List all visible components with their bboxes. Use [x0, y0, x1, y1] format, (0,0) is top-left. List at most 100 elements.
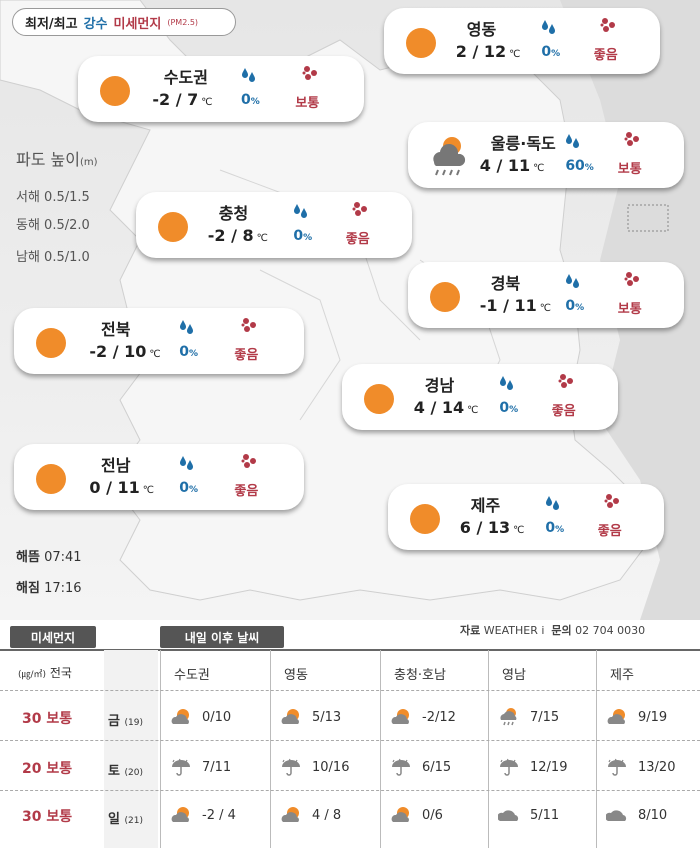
- forecast-temp: -2/12: [422, 710, 456, 725]
- region-card: 전남 0 / 11 ℃ 0% 좋음: [14, 444, 304, 510]
- dust-unit-header: (㎍/㎥) 전국: [18, 666, 72, 680]
- partly-cloudy-icon: [280, 806, 302, 824]
- legend-rain: 강수: [83, 16, 108, 32]
- row-divider: [0, 740, 700, 741]
- cloud-rain-sun-icon: [428, 134, 468, 178]
- dust-dots-icon: [623, 130, 641, 148]
- dust-dots-icon: [301, 64, 319, 82]
- region-temps: -2 / 7 ℃: [152, 90, 213, 109]
- sun-icon: [100, 76, 130, 106]
- region-column-header: 영동: [284, 668, 308, 683]
- day-column: [104, 650, 158, 848]
- forecast-temp: 5/13: [312, 710, 342, 725]
- dust-level: 보통: [617, 162, 642, 177]
- nation-dust-value: 20 보통: [22, 761, 73, 777]
- dust-level: 좋음: [345, 232, 370, 247]
- region-name: 경북: [490, 274, 521, 293]
- weather-map: 최저/최고 강수 미세먼지 (PM2.5) 파도 높이(m) 서해 0.5/1.…: [0, 0, 700, 620]
- rain-chance: 0%: [179, 344, 199, 360]
- partly-cloudy-icon: [390, 806, 412, 824]
- region-name: 전북: [101, 320, 131, 339]
- rain-chance: 0%: [241, 92, 260, 108]
- region-column-header: 충청·호남: [394, 668, 446, 683]
- sun-icon: [406, 28, 436, 58]
- region-name: 충청: [218, 204, 249, 223]
- day-label: 일 (21): [108, 812, 143, 827]
- region-card: 수도권 -2 / 7 ℃ 0% 보통: [78, 56, 364, 122]
- region-card: 충청 -2 / 8 ℃ 0% 좋음: [136, 192, 412, 258]
- legend-pm: (PM2.5): [167, 17, 199, 27]
- region-name: 수도권: [163, 68, 208, 87]
- dust-level: 좋음: [597, 524, 622, 539]
- partly-cloudy-icon: [170, 708, 192, 726]
- dust-dots-icon: [603, 492, 621, 510]
- source-info: 자료 WEATHER i 문의 02 704 0030: [460, 624, 646, 637]
- legend-dust: 미세먼지: [113, 16, 162, 32]
- row-divider: [0, 790, 700, 791]
- region-temps: 4 / 11 ℃: [479, 156, 545, 175]
- rain-drops-icon: [179, 318, 195, 334]
- forecast-temp: 5/11: [530, 808, 560, 823]
- umbrella-rain-icon: [170, 758, 192, 776]
- dust-dots-icon: [351, 200, 369, 218]
- rain-drops-icon: [499, 374, 515, 390]
- region-temps: 6 / 13 ℃: [459, 518, 525, 537]
- column-divider: [160, 650, 161, 848]
- region-name: 경남: [424, 376, 455, 395]
- forecast-temp: 12/19: [530, 760, 568, 775]
- dust-dots-icon: [557, 372, 575, 390]
- partly-cloudy-icon: [280, 708, 302, 726]
- dust-dots-icon: [240, 452, 258, 470]
- region-card: 전북 -2 / 10 ℃ 0% 좋음: [14, 308, 304, 374]
- rain-drops-icon: [293, 202, 309, 218]
- forecast-temp: 4 / 8: [312, 808, 342, 823]
- forecast-temp: 7/11: [202, 760, 232, 775]
- forecast-temp: 6/15: [422, 760, 452, 775]
- forecast-temp: 13/20: [638, 760, 676, 775]
- rain-chance: 60%: [565, 158, 594, 174]
- rain-drops-icon: [241, 66, 257, 82]
- weekly-forecast-section: 미세먼지 내일 이후 날씨 자료 WEATHER i 문의 02 704 003…: [0, 620, 700, 848]
- rain-chance: 0%: [499, 400, 519, 416]
- sun-icon: [430, 282, 460, 312]
- rain-drops-icon: [565, 132, 581, 148]
- forecast-temp: 0/10: [202, 710, 232, 725]
- rain-chance: 0%: [179, 480, 199, 496]
- region-name: 제주: [470, 496, 501, 515]
- forecast-temp: 0/6: [422, 808, 443, 823]
- region-card: 경남 4 / 14 ℃ 0% 좋음: [342, 364, 618, 430]
- partly-cloudy-icon: [170, 806, 192, 824]
- region-temps: -1 / 11 ℃: [479, 296, 552, 315]
- forecast-temp: 8/10: [638, 808, 668, 823]
- region-column-header: 영남: [502, 668, 526, 683]
- week-tab: 내일 이후 날씨: [160, 626, 284, 648]
- day-label: 토 (20): [108, 764, 143, 779]
- sunset: 해짐 17:16: [16, 581, 82, 596]
- sun-icon: [410, 504, 440, 534]
- umbrella-rain-icon: [390, 758, 412, 776]
- rain-chance: 0%: [565, 298, 585, 314]
- rain-drops-icon: [545, 494, 561, 510]
- region-name: 영동: [466, 20, 497, 39]
- region-name: 전남: [101, 456, 131, 475]
- region-column-header: 수도권: [174, 668, 210, 683]
- rain-chance: 0%: [541, 44, 561, 60]
- dust-level: 보통: [617, 302, 642, 317]
- region-card: 울릉·독도 4 / 11 ℃ 60% 보통: [408, 122, 684, 188]
- column-divider: [488, 650, 489, 848]
- forecast-temp: 10/16: [312, 760, 350, 775]
- rain-drops-icon: [565, 272, 581, 288]
- sun-icon: [36, 328, 66, 358]
- dust-tab: 미세먼지: [10, 626, 96, 648]
- legend-temp: 최저/최고: [25, 16, 78, 32]
- umbrella-rain-icon: [280, 758, 302, 776]
- sun-icon: [36, 464, 66, 494]
- region-temps: 4 / 14 ℃: [413, 398, 479, 417]
- region-card: 경북 -1 / 11 ℃ 0% 보통: [408, 262, 684, 328]
- sunrise: 해뜸 07:41: [16, 550, 82, 565]
- nation-dust-value: 30 보통: [22, 809, 73, 825]
- sun-cloud-rain-icon: [498, 708, 520, 726]
- umbrella-rain-icon: [498, 758, 520, 776]
- dust-dots-icon: [599, 16, 617, 34]
- dust-level: 좋음: [234, 484, 259, 499]
